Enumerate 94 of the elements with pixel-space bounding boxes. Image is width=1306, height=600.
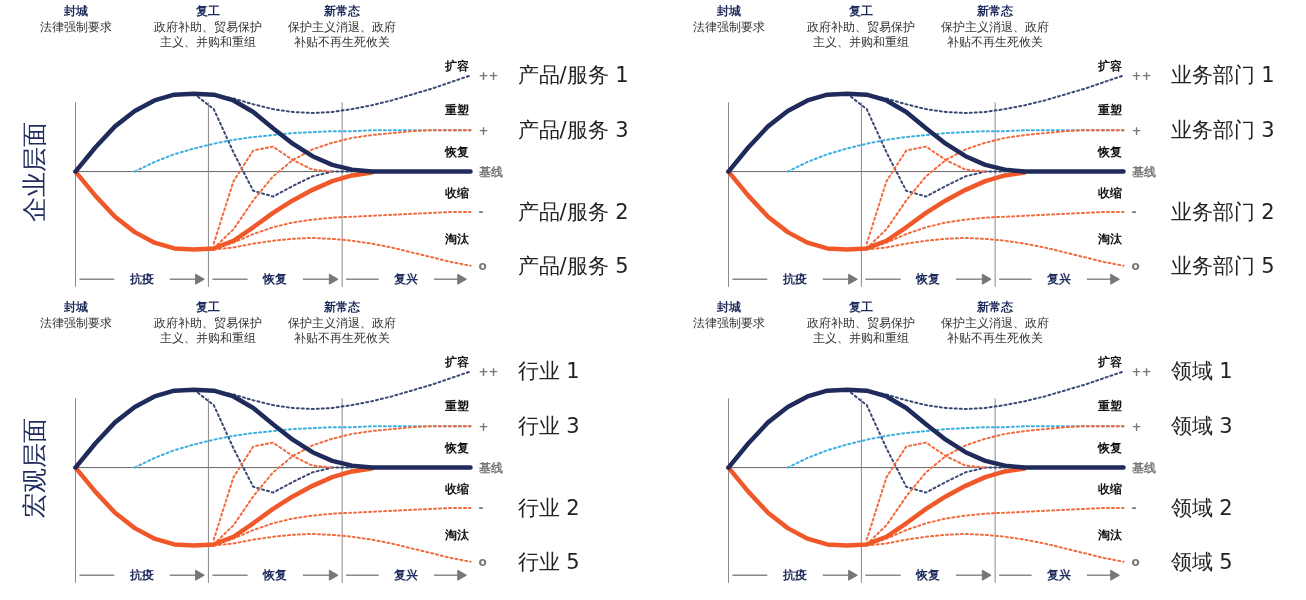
y-axis-title: 宏观层面 [20,417,49,518]
annotation: 重塑 [1096,398,1122,413]
text: o [478,258,487,273]
annotation: 恢复 [1096,441,1122,456]
annotation: 重塑 [443,102,469,117]
text: 产品/服务 1 [517,63,629,88]
text: 基线 [1130,164,1156,179]
text: + [478,123,489,138]
y-axis-title: 企业层面 [20,121,49,222]
text: 政府补助、贸易保护主义、并购和重组 [807,316,916,346]
text: 保护主义消退、政府补贴不再生死攸关 [941,20,1050,50]
text: 抗疫 [781,272,807,287]
text: 业务部门 1 [1170,63,1275,88]
text: ++ [1131,68,1152,83]
text: ++ [478,364,499,379]
annotation: 淘汰 [1096,231,1123,246]
text: 复兴 [393,568,419,583]
text: 产品/服务 2 [517,199,629,224]
annotation: 淘汰 [443,231,470,246]
text: 政府补助、贸易保护主义、并购和重组 [154,316,263,346]
text: 复兴 [1046,272,1072,287]
text: 复工 [195,4,221,19]
text: 领域 3 [1170,414,1233,439]
text: 领域 5 [1170,549,1233,574]
text: 复工 [848,300,874,315]
text: + [478,419,489,434]
annotation: 淘汰 [443,527,470,542]
text: 新常态 [323,4,362,19]
text: 法律强制要求 [39,316,112,331]
text: 法律强制要求 [692,316,765,331]
text: 领域 2 [1170,495,1233,520]
text: 法律强制要求 [692,20,765,35]
text: 保护主义消退、政府补贴不再生死攸关 [941,316,1050,346]
text: o [1131,258,1140,273]
text: 产品/服务 5 [517,253,629,278]
text: 抗疫 [128,272,154,287]
text: 恢复 [262,568,288,583]
text: 领域 1 [1170,359,1233,384]
text: 扩容 [1096,354,1122,369]
text: o [1131,554,1140,569]
text: 抗疫 [128,568,154,583]
text: 封城 [715,300,741,315]
text: - [478,205,484,220]
annotation: 收缩 [444,186,469,201]
text: ++ [478,68,499,83]
text: 政府补助、贸易保护主义、并购和重组 [154,20,263,50]
text: 行业 5 [517,549,580,574]
text: 保护主义消退、政府补贴不再生死攸关 [288,20,397,50]
text: 法律强制要求 [39,20,112,35]
annotation: 收缩 [444,482,469,497]
text: 业务部门 2 [1170,199,1275,224]
annotation: 淘汰 [1096,527,1123,542]
text: 扩容 [1096,58,1122,73]
text: 新常态 [976,4,1015,19]
text: 政府补助、贸易保护主义、并购和重组 [807,20,916,50]
text: - [478,501,484,516]
text: 产品/服务 3 [517,118,629,143]
text: 恢复 [915,272,941,287]
text: 业务部门 3 [1170,118,1275,143]
annotation: 恢复 [443,145,469,160]
text: 基线 [477,164,503,179]
annotation: 收缩 [1097,482,1122,497]
text: - [1131,501,1137,516]
text: 行业 2 [517,495,580,520]
text: - [1131,205,1137,220]
text: 业务部门 5 [1170,253,1275,278]
text: 抗疫 [781,568,807,583]
text: 扩容 [443,354,469,369]
text: 封城 [715,4,741,19]
text: 扩容 [443,58,469,73]
text: 封城 [62,4,88,19]
text: 复工 [848,4,874,19]
text: 行业 1 [517,359,580,384]
text: + [1131,123,1142,138]
text: 恢复 [915,568,941,583]
annotation: 重塑 [443,398,469,413]
annotation: 重塑 [1096,102,1122,117]
text: 行业 3 [517,414,580,439]
text: 复工 [195,300,221,315]
text: + [1131,419,1142,434]
text: 新常态 [976,300,1015,315]
text: 封城 [62,300,88,315]
text: ++ [1131,364,1152,379]
annotation: 收缩 [1097,186,1122,201]
annotation: 恢复 [1096,145,1122,160]
text: 基线 [1130,460,1156,475]
text: 复兴 [393,272,419,287]
text: 基线 [477,460,503,475]
text: 新常态 [323,300,362,315]
text: 保护主义消退、政府补贴不再生死攸关 [288,316,397,346]
annotation: 恢复 [443,441,469,456]
text: o [478,554,487,569]
text: 恢复 [262,272,288,287]
text: 复兴 [1046,568,1072,583]
